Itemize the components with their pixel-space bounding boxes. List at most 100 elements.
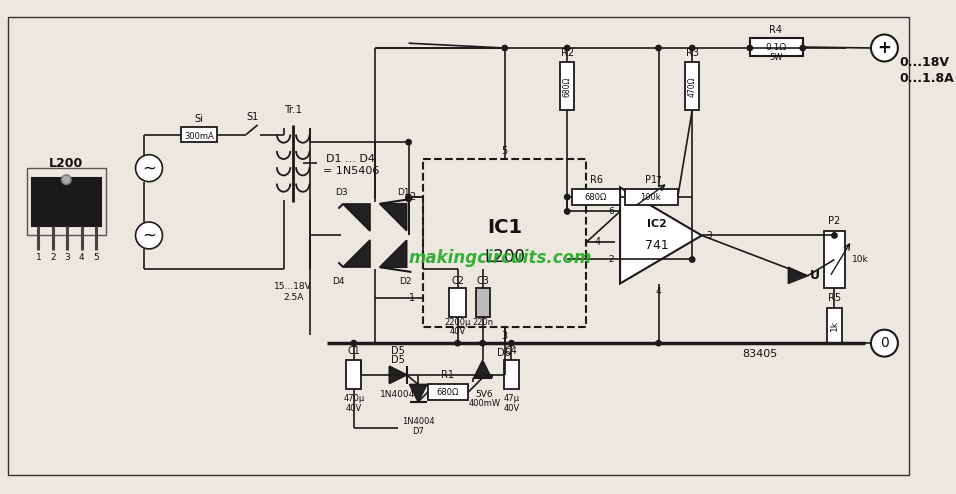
Bar (750, 39, 803, 56)
Text: D6: D6 (497, 348, 511, 358)
Text: R3: R3 (685, 48, 699, 58)
Text: S1: S1 (247, 112, 259, 122)
Text: 10k: 10k (852, 255, 868, 264)
Bar (346, 361, 361, 389)
Text: 470µ: 470µ (343, 394, 364, 404)
Text: IC2: IC2 (646, 219, 666, 229)
Text: U: U (811, 269, 820, 283)
Polygon shape (343, 204, 370, 231)
Text: 2: 2 (409, 192, 415, 202)
Text: 4: 4 (594, 237, 600, 247)
Circle shape (689, 257, 695, 262)
Polygon shape (474, 361, 491, 378)
Text: 40V: 40V (346, 404, 362, 413)
Text: 6: 6 (609, 207, 615, 216)
Text: 83405: 83405 (742, 349, 777, 359)
Text: C1: C1 (347, 346, 360, 356)
Text: D5: D5 (391, 356, 405, 366)
Text: D5: D5 (391, 346, 405, 356)
Polygon shape (389, 366, 406, 383)
Text: 1: 1 (35, 253, 41, 262)
Text: 5: 5 (94, 253, 99, 262)
Text: C2: C2 (451, 276, 464, 286)
Circle shape (564, 209, 570, 214)
Text: 0...18V: 0...18V (900, 56, 950, 69)
Text: 470Ω: 470Ω (687, 76, 697, 97)
Bar (27, 168, 106, 236)
Bar (423, 159, 586, 327)
Circle shape (455, 340, 460, 346)
Polygon shape (380, 240, 406, 267)
Circle shape (871, 35, 898, 61)
Bar (476, 288, 490, 317)
Bar (625, 189, 678, 205)
Circle shape (564, 45, 570, 51)
Text: 2: 2 (50, 253, 55, 262)
Bar (504, 361, 519, 389)
Text: 5: 5 (502, 146, 508, 156)
Text: L200: L200 (485, 247, 525, 266)
Text: = 1N5406: = 1N5406 (323, 166, 380, 176)
Text: R6: R6 (590, 175, 602, 185)
Text: D2: D2 (400, 277, 412, 286)
Circle shape (502, 45, 508, 51)
Text: 3: 3 (706, 231, 712, 240)
Bar (685, 62, 699, 111)
Circle shape (748, 45, 752, 51)
Text: L200: L200 (49, 157, 83, 170)
Text: P1: P1 (644, 175, 657, 185)
Text: 741: 741 (644, 239, 668, 251)
Text: D7: D7 (412, 427, 424, 436)
Polygon shape (620, 187, 702, 284)
Text: 2: 2 (609, 255, 615, 264)
Circle shape (800, 45, 805, 51)
Text: 1N4004: 1N4004 (402, 416, 434, 425)
Text: 15...18V: 15...18V (274, 282, 312, 291)
Text: D1: D1 (398, 188, 410, 197)
Text: 300mA: 300mA (185, 132, 214, 141)
Text: 1k: 1k (830, 320, 839, 331)
Text: 5W: 5W (769, 53, 783, 62)
Text: 3: 3 (502, 331, 508, 341)
Text: R4: R4 (770, 25, 782, 35)
Text: ~: ~ (142, 226, 156, 245)
Bar (827, 308, 842, 344)
Polygon shape (409, 384, 426, 402)
Text: 47µ: 47µ (504, 394, 519, 404)
Circle shape (564, 194, 570, 200)
Text: 0: 0 (880, 336, 889, 350)
Text: Si: Si (195, 114, 204, 124)
Text: D1 ... D4: D1 ... D4 (326, 154, 376, 164)
Polygon shape (343, 240, 370, 267)
Text: IC1: IC1 (488, 218, 522, 237)
Text: C4: C4 (505, 346, 518, 356)
Text: 2.5A: 2.5A (283, 293, 303, 302)
Circle shape (871, 329, 898, 357)
Text: 40V: 40V (449, 327, 466, 336)
Text: 40V: 40V (503, 404, 519, 413)
Text: ~: ~ (142, 159, 156, 177)
Text: 4: 4 (656, 287, 662, 296)
Text: 220n: 220n (472, 319, 493, 328)
Bar (32, 178, 101, 226)
Text: 100k: 100k (641, 193, 662, 202)
Text: 0...1.8A: 0...1.8A (900, 72, 954, 85)
Circle shape (656, 340, 662, 346)
Text: 680Ω: 680Ω (437, 388, 459, 397)
Text: 4: 4 (79, 253, 84, 262)
Bar (824, 231, 845, 288)
Circle shape (689, 45, 695, 51)
Text: R5: R5 (828, 293, 841, 303)
Bar (181, 127, 217, 142)
Circle shape (656, 45, 662, 51)
Text: 1N4004: 1N4004 (380, 390, 416, 399)
Text: 680Ω: 680Ω (563, 76, 572, 97)
Text: R2: R2 (560, 48, 574, 58)
Text: 1: 1 (409, 293, 415, 303)
Text: P2: P2 (828, 216, 840, 226)
Bar (572, 189, 620, 205)
Text: C3: C3 (476, 276, 489, 286)
Circle shape (61, 175, 71, 185)
Circle shape (406, 139, 411, 145)
Bar (427, 384, 468, 400)
